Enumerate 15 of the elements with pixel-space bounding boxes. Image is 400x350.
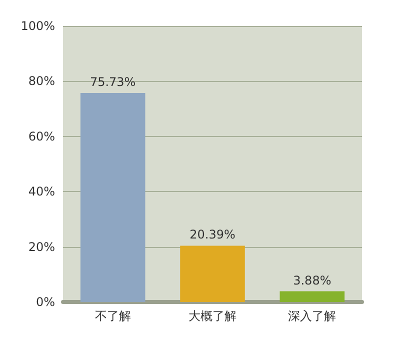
y-tick-label: 40%	[28, 184, 55, 199]
y-tick-label: 100%	[20, 19, 55, 33]
bar	[180, 246, 245, 302]
data-label: 75.73%	[90, 74, 136, 89]
y-tick-label: 0%	[36, 295, 55, 309]
data-label: 3.88%	[293, 273, 332, 288]
x-tick-label: 深入了解	[288, 309, 336, 323]
bar	[280, 291, 345, 302]
y-tick-label: 80%	[28, 74, 55, 88]
y-tick-label: 60%	[28, 129, 55, 144]
bar	[80, 92, 146, 302]
y-tick-label: 20%	[28, 240, 55, 254]
x-tick-label: 大概了解	[188, 309, 236, 323]
data-label: 20.39%	[190, 228, 236, 242]
x-tick-label: 不了解	[94, 309, 131, 323]
